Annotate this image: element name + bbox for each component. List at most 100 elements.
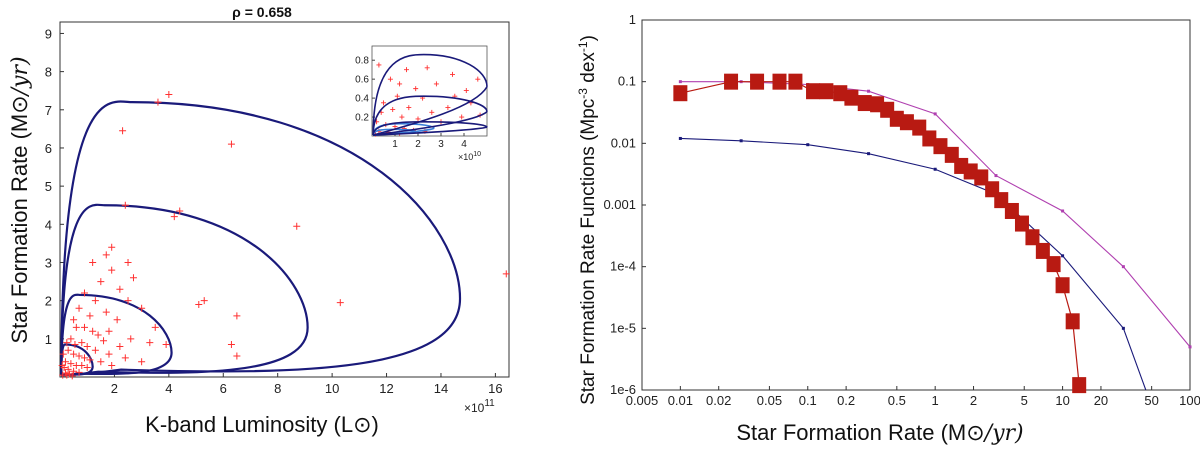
contour-3 [60,203,309,377]
magenta-model-marker [994,174,998,178]
data-point [176,207,184,215]
x-tick-label: 0.2 [837,393,855,408]
left-x-multiplier: ×1011 [464,398,495,415]
x-tick-label: 0.005 [626,393,659,408]
inset-frame [371,45,488,137]
inset-data-point [387,76,393,82]
data-point [67,360,75,368]
data-point [97,278,105,286]
blue-model-marker [739,139,743,143]
data-point [64,346,72,354]
data-point [91,346,99,354]
x-tick-label: 0.01 [668,393,693,408]
red-observed-marker [1025,229,1040,246]
inset-x-multiplier: ×1010 [458,151,481,162]
inset-x-tick-label: 2 [415,139,421,150]
data-point [94,331,102,339]
y-tick-label: 6 [45,141,52,156]
x-tick-label: 0.5 [888,393,906,408]
data-point [162,341,170,349]
data-point [89,327,97,335]
data-point [75,368,83,376]
data-point [72,323,80,331]
red-observed-marker [772,73,787,90]
x-tick-label: 10 [1055,393,1069,408]
data-point [227,140,235,148]
inset-data-point [424,65,430,71]
data-point [86,312,94,320]
data-point [127,335,135,343]
y-tick-label: 9 [45,26,52,41]
x-tick-label: 10 [325,381,339,396]
inset-y-tick-label: 0.6 [355,75,369,86]
x-tick-label: 50 [1144,393,1158,408]
data-point [165,91,173,99]
red-observed-marker [724,73,739,90]
y-tick-label: 0.01 [611,135,636,150]
left-points [58,91,510,380]
data-point [154,98,162,106]
data-point [108,266,116,274]
data-point [233,352,241,360]
red-observed-marker [819,83,834,100]
inset-data-point [397,81,403,87]
x-tick-label: 14 [434,381,448,396]
blue-model-marker [1121,326,1125,330]
red-observed-marker [750,73,765,90]
inset-data-point [376,62,382,68]
red-observed-marker [1065,313,1080,330]
data-point [195,300,203,308]
inset-data-point [394,93,400,99]
red-observed-marker [806,83,821,100]
data-point [113,316,121,324]
data-point [102,308,110,316]
x-tick-label: 6 [220,381,227,396]
magenta-model-marker [1188,345,1192,349]
blue-model-marker [806,143,810,147]
inset-data-point [392,124,398,130]
data-point [151,323,159,331]
right-y-axis-label: Star Formation Rate Functions (Mpc-3 dex… [576,35,599,405]
data-point [68,372,76,380]
inset-y-tick-label: 0.2 [355,113,369,124]
data-point [124,258,132,266]
x-tick-label: 2 [970,393,977,408]
inset-x-tick-label: 3 [438,139,444,150]
data-point [116,285,124,293]
x-tick-label: 4 [165,381,172,396]
data-point [336,299,344,307]
inset-data-point [406,105,412,111]
x-tick-label: 0.05 [757,393,782,408]
magenta-model-marker [867,89,871,93]
left-contours [60,100,462,377]
red-observed-marker [788,73,803,90]
data-point [70,350,78,358]
y-tick-label: 7 [45,103,52,118]
data-point [70,316,78,324]
red-observed-marker [673,85,688,102]
y-tick-label: 4 [45,217,52,232]
data-point [67,335,75,343]
inset-data-point [450,71,455,77]
data-point [170,213,178,221]
inset-data-point [445,105,451,111]
data-point [108,362,116,370]
y-tick-label: 1 [45,332,52,347]
data-point [119,127,127,135]
inset-data-point [433,81,439,87]
data-point [227,341,235,349]
left-plot-frame [59,21,510,378]
contour-4 [60,100,462,377]
data-point [121,354,129,362]
x-tick-label: 8 [274,381,281,396]
inset-contour-3 [372,120,488,136]
inset-data-point [390,106,396,112]
data-point [83,363,91,371]
data-point [58,362,66,370]
data-point [61,358,69,366]
magenta-model-line [680,81,1191,348]
red-observed-marker [833,85,848,102]
data-point [116,342,124,350]
data-point [200,297,208,305]
